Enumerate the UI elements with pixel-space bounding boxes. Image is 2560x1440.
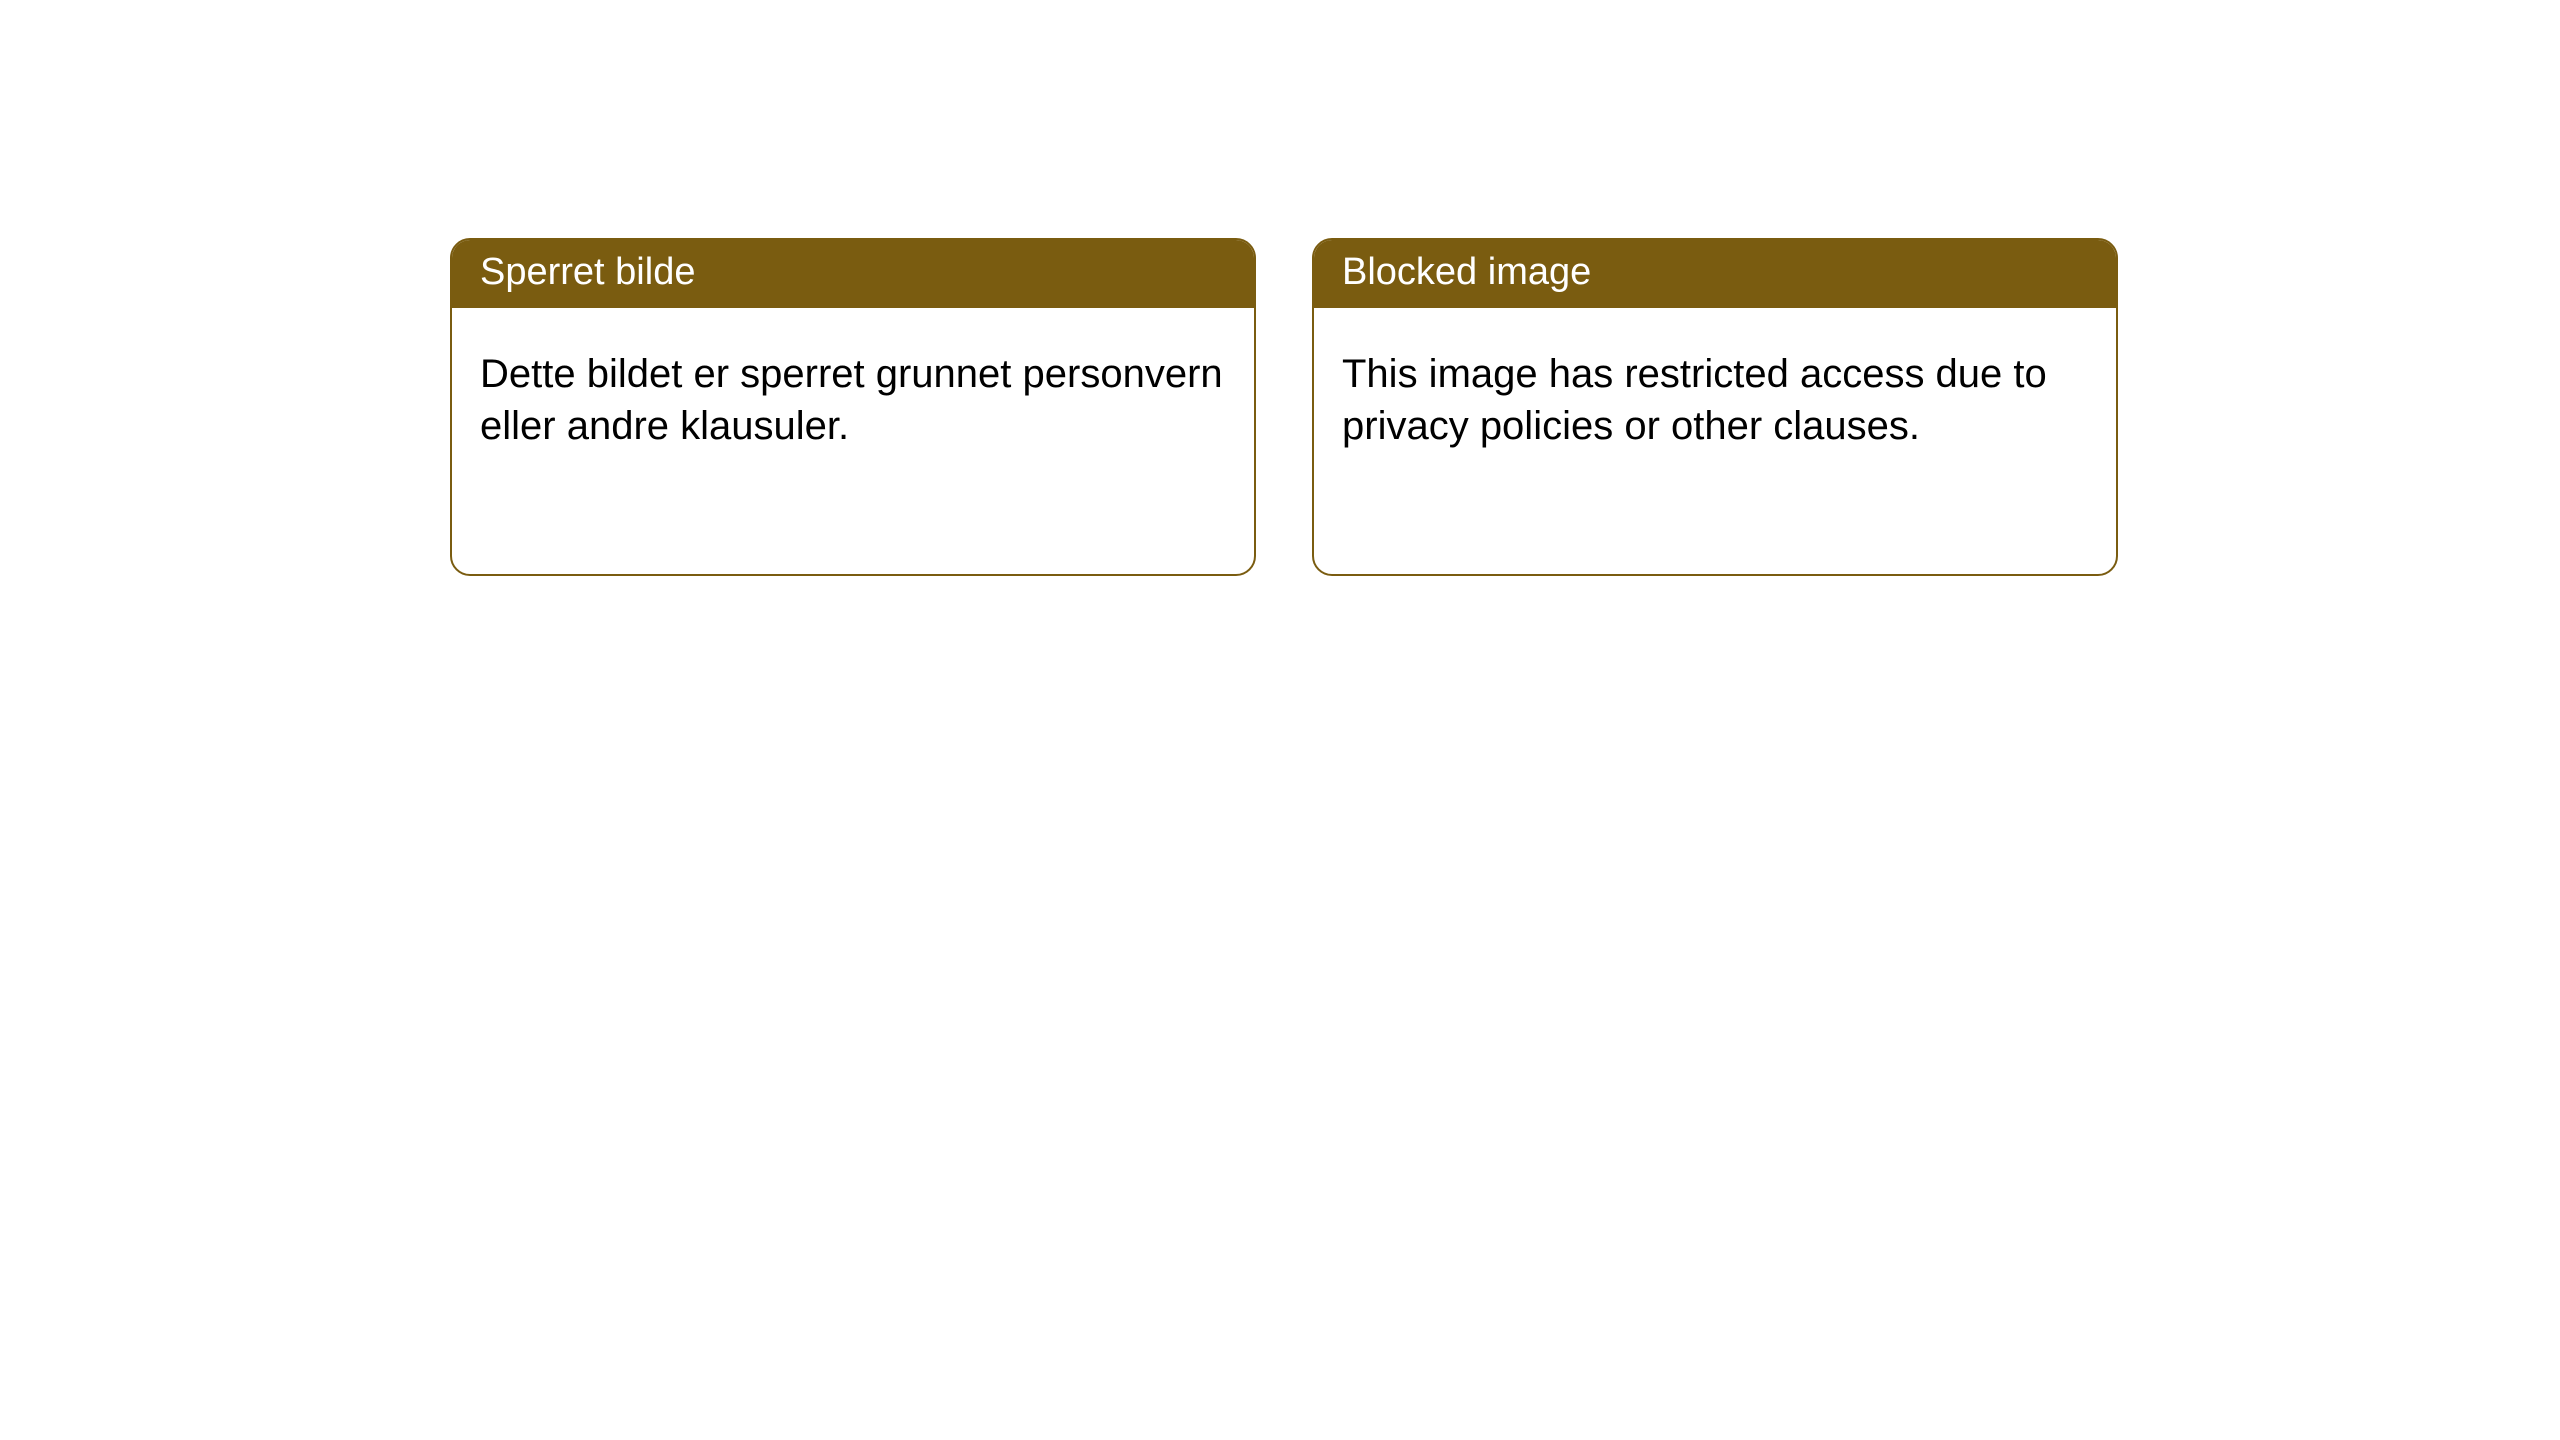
blocked-image-card-no: Sperret bilde Dette bildet er sperret gr…: [450, 238, 1256, 576]
blocked-image-card-en: Blocked image This image has restricted …: [1312, 238, 2118, 576]
blocked-image-body-no: Dette bildet er sperret grunnet personve…: [452, 308, 1254, 480]
blocked-image-notice-row: Sperret bilde Dette bildet er sperret gr…: [450, 238, 2560, 576]
blocked-image-title-en: Blocked image: [1314, 240, 2116, 308]
blocked-image-title-no: Sperret bilde: [452, 240, 1254, 308]
blocked-image-body-en: This image has restricted access due to …: [1314, 308, 2116, 480]
